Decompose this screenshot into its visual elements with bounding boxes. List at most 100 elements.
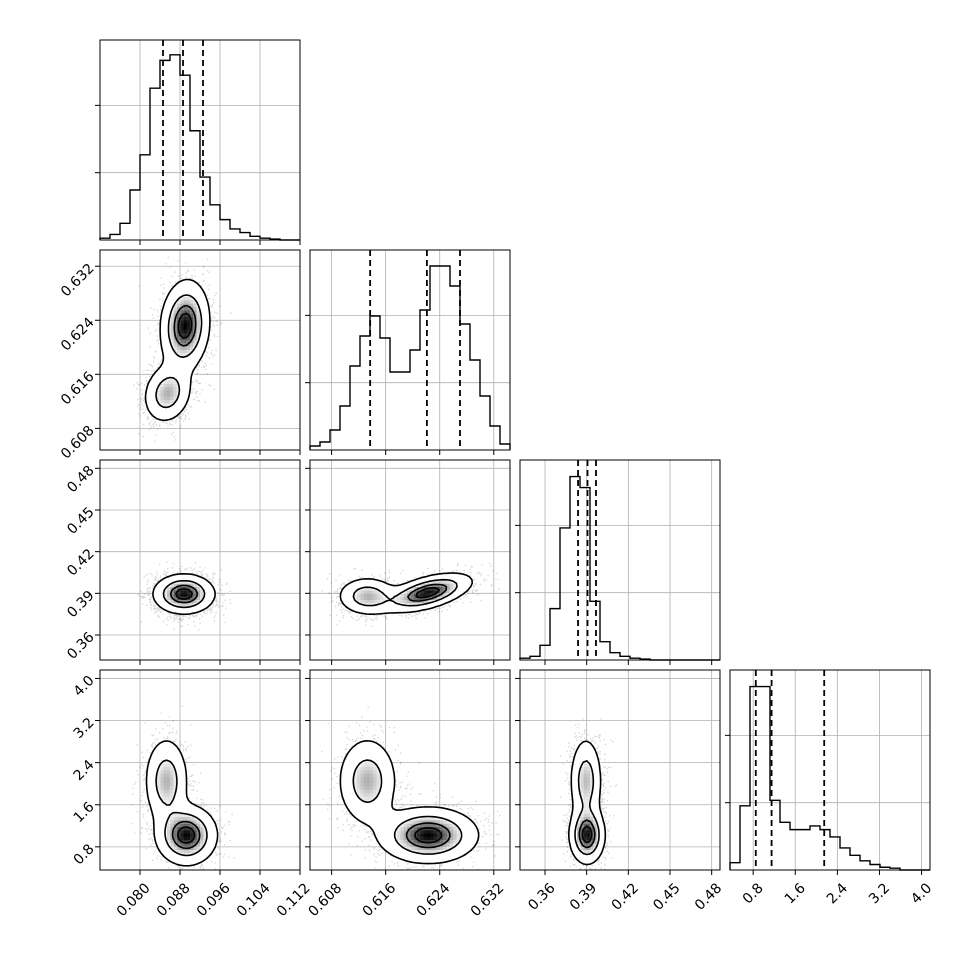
density-fill xyxy=(186,830,191,834)
density-fill xyxy=(410,833,414,838)
hist-panel-0 xyxy=(95,39,301,241)
density-fill xyxy=(356,766,374,788)
density-fill xyxy=(583,783,588,788)
density-fill xyxy=(166,783,171,788)
density-fill xyxy=(583,833,588,838)
xtick-label: 0.088 xyxy=(154,880,194,920)
density-fill xyxy=(183,603,188,608)
density-fill xyxy=(443,830,448,834)
density-fill xyxy=(400,593,404,598)
density-fill xyxy=(360,766,378,778)
density-fill xyxy=(423,836,448,848)
density-fill xyxy=(173,300,201,384)
contour-line xyxy=(578,819,596,849)
density-fill xyxy=(410,830,414,834)
ytick-label: 0.36 xyxy=(64,629,97,662)
contour-line xyxy=(574,760,600,856)
density-fill xyxy=(363,786,381,801)
hist-steps xyxy=(729,685,930,871)
density-fill xyxy=(363,596,374,601)
scatter-panel-3-1 xyxy=(309,669,511,871)
density-fill xyxy=(183,316,188,321)
density-fill xyxy=(426,843,431,848)
density-fill xyxy=(436,833,441,838)
density-fill xyxy=(443,833,448,838)
density-fill xyxy=(190,346,194,351)
density-fill xyxy=(183,836,188,841)
density-fill xyxy=(580,766,591,854)
hist-steps xyxy=(519,475,720,661)
density-fill xyxy=(173,593,198,601)
hist-frame xyxy=(729,669,931,871)
density-fill xyxy=(423,830,428,834)
density-fill xyxy=(166,593,171,598)
density-fill xyxy=(580,783,584,788)
density-fill xyxy=(180,833,184,838)
scatter-panel-2-0 xyxy=(99,459,301,661)
density-fill xyxy=(163,776,168,781)
density-fill xyxy=(450,833,454,838)
density-fill xyxy=(186,336,191,341)
density-fill xyxy=(433,833,438,838)
density-fill xyxy=(180,823,184,828)
density-fill xyxy=(190,343,194,348)
density-fill xyxy=(186,326,191,331)
density-fill xyxy=(170,333,174,338)
xtick-label: 1.6 xyxy=(782,880,809,907)
panel-frame xyxy=(99,459,301,661)
density-fill xyxy=(583,773,588,778)
hist-steps xyxy=(309,265,511,450)
density-fill xyxy=(160,773,174,791)
density-fill xyxy=(176,593,204,608)
xtick-label: 0.104 xyxy=(234,880,274,920)
density-fill xyxy=(186,320,191,324)
xtick-label: 0.48 xyxy=(692,880,725,913)
density-fill xyxy=(410,593,414,598)
density-fill xyxy=(180,310,184,314)
density-fill xyxy=(200,830,204,834)
ytick-label: 3.2 xyxy=(71,715,98,742)
ytick-label: 0.48 xyxy=(64,463,97,496)
density-fill xyxy=(406,600,411,604)
contour-line xyxy=(177,312,193,339)
hist-frame xyxy=(519,459,721,661)
contour-line xyxy=(415,587,440,599)
density-fill xyxy=(183,593,188,598)
density-fill xyxy=(443,823,448,828)
density-fill xyxy=(440,586,451,598)
density-fill xyxy=(170,776,174,781)
density-fill xyxy=(196,820,204,848)
density-fill xyxy=(586,776,591,781)
density-fill xyxy=(583,770,588,774)
density-fill xyxy=(173,833,178,838)
density-fill xyxy=(183,346,188,351)
density-fill xyxy=(166,826,171,841)
density-fill xyxy=(173,300,191,314)
density-fill xyxy=(363,776,368,781)
density-fill xyxy=(173,323,198,331)
xtick-label: 0.42 xyxy=(609,880,642,913)
density-fill xyxy=(173,393,178,398)
density-fill xyxy=(366,780,371,784)
ytick-label: 0.624 xyxy=(58,315,98,355)
contour-line xyxy=(175,588,193,600)
density-fill xyxy=(416,846,421,851)
density-fill xyxy=(406,590,411,594)
density-fill xyxy=(376,600,381,604)
density-fill xyxy=(200,590,204,594)
density-fill xyxy=(580,770,584,774)
density-fill xyxy=(406,826,414,841)
density-fill xyxy=(156,386,181,408)
density-fill xyxy=(193,303,198,308)
density-fill xyxy=(173,823,194,841)
density-fill xyxy=(583,830,591,841)
hist-frame xyxy=(99,39,301,241)
density-fill xyxy=(163,390,168,398)
density-fill xyxy=(166,590,198,604)
density-fill xyxy=(180,323,184,328)
contour-line xyxy=(339,572,473,615)
xtick-label: 0.096 xyxy=(194,880,234,920)
density-fill xyxy=(173,340,178,344)
density-fill xyxy=(363,783,368,788)
